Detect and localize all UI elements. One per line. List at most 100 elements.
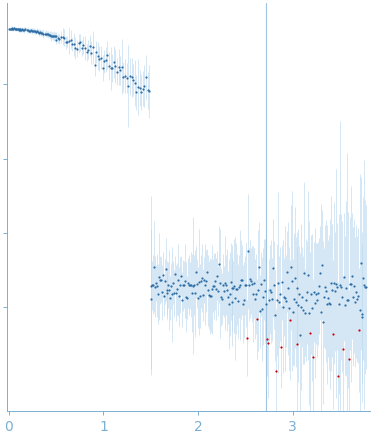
Point	[197, 293, 203, 300]
Point	[270, 264, 276, 271]
Point	[98, 54, 104, 61]
Point	[225, 294, 231, 301]
Point	[237, 281, 243, 288]
Point	[269, 296, 275, 303]
Point	[172, 290, 178, 297]
Point	[183, 294, 189, 301]
Point	[240, 301, 246, 308]
Point	[263, 300, 269, 307]
Point	[311, 288, 317, 295]
Point	[253, 290, 259, 297]
Point	[51, 32, 57, 39]
Point	[338, 284, 344, 291]
Point	[201, 276, 207, 283]
Point	[304, 289, 310, 296]
Point	[208, 292, 214, 299]
Point	[9, 25, 15, 32]
Point	[344, 296, 350, 303]
Point	[326, 299, 332, 306]
Point	[360, 275, 366, 282]
Point	[305, 272, 311, 279]
Point	[114, 68, 120, 75]
Point	[6, 25, 12, 32]
Point	[192, 290, 198, 297]
Point	[254, 316, 260, 323]
Point	[297, 291, 303, 298]
Point	[125, 82, 131, 89]
Point	[238, 276, 244, 283]
Point	[8, 25, 14, 32]
Point	[173, 289, 179, 296]
Point	[198, 278, 204, 285]
Point	[109, 65, 115, 72]
Point	[319, 262, 325, 269]
Point	[265, 340, 271, 347]
Point	[31, 28, 37, 35]
Point	[97, 55, 103, 62]
Point	[218, 293, 224, 300]
Point	[267, 286, 273, 293]
Point	[33, 28, 39, 35]
Point	[217, 280, 223, 287]
Point	[247, 276, 253, 283]
Point	[234, 286, 240, 293]
Point	[223, 281, 229, 288]
Point	[61, 34, 67, 41]
Point	[209, 286, 215, 293]
Point	[58, 34, 64, 41]
Point	[117, 67, 123, 74]
Point	[292, 299, 298, 306]
Point	[12, 25, 18, 32]
Point	[116, 63, 122, 70]
Point	[35, 28, 41, 35]
Point	[156, 274, 162, 281]
Point	[239, 276, 245, 283]
Point	[210, 282, 216, 289]
Point	[92, 62, 98, 69]
Point	[363, 284, 369, 291]
Point	[284, 268, 290, 275]
Point	[324, 301, 330, 308]
Point	[195, 294, 201, 301]
Point	[166, 286, 172, 293]
Point	[155, 291, 161, 298]
Point	[169, 291, 175, 298]
Point	[310, 354, 316, 361]
Point	[22, 26, 28, 33]
Point	[358, 310, 364, 317]
Point	[187, 282, 193, 289]
Point	[321, 294, 327, 301]
Point	[49, 32, 55, 39]
Point	[87, 42, 93, 49]
Point	[21, 27, 27, 34]
Point	[294, 284, 300, 291]
Point	[104, 52, 110, 59]
Point	[175, 277, 181, 284]
Point	[37, 28, 43, 35]
Point	[300, 294, 305, 301]
Point	[343, 284, 349, 291]
Point	[90, 44, 96, 51]
Point	[228, 278, 233, 285]
Point	[151, 264, 157, 271]
Point	[160, 271, 166, 278]
Point	[233, 285, 239, 292]
Point	[255, 287, 261, 294]
Point	[306, 310, 312, 317]
Point	[242, 282, 248, 289]
Point	[268, 288, 274, 295]
Point	[190, 282, 196, 289]
Point	[174, 285, 180, 292]
Point	[211, 283, 217, 290]
Point	[30, 27, 36, 34]
Point	[261, 276, 267, 283]
Point	[229, 284, 235, 291]
Point	[260, 293, 266, 300]
Point	[220, 281, 226, 288]
Point	[88, 49, 94, 56]
Point	[69, 41, 75, 48]
Point	[286, 305, 292, 312]
Point	[84, 49, 90, 56]
Point	[266, 297, 272, 304]
Point	[295, 302, 301, 309]
